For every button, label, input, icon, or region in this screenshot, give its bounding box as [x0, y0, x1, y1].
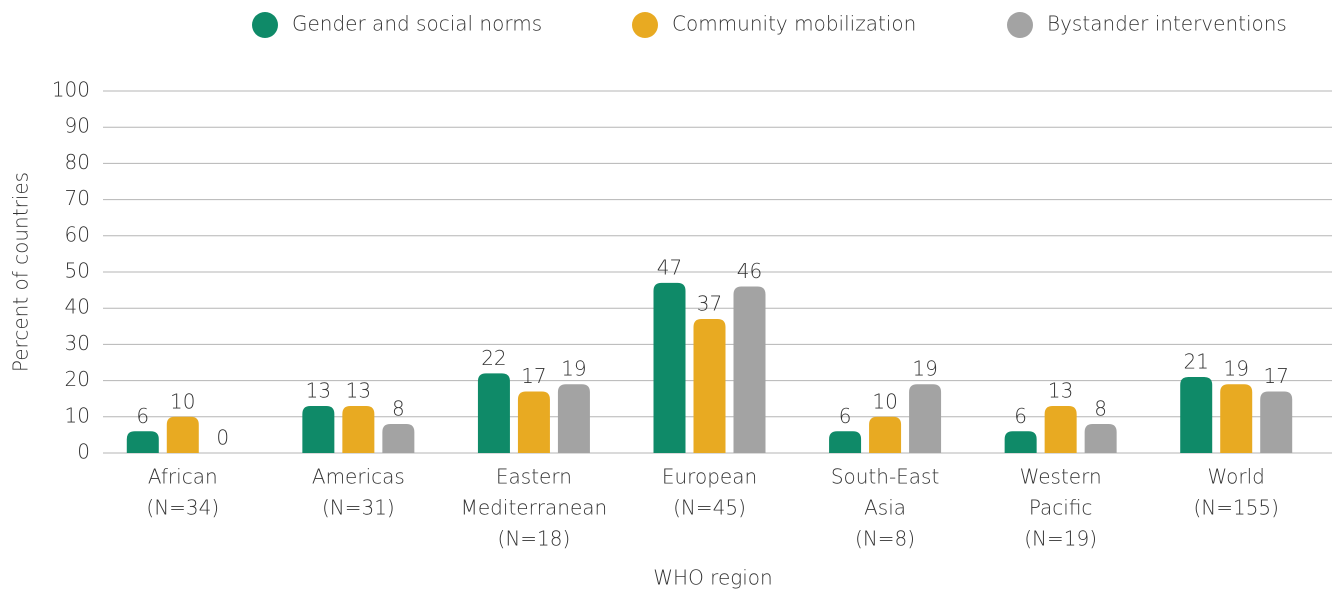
- bar: [1180, 376, 1213, 453]
- data-label: 13: [306, 378, 331, 402]
- data-label: 19: [561, 357, 586, 381]
- x-tick-label: European: [662, 465, 757, 489]
- data-label: 6: [1014, 404, 1027, 428]
- x-tick-label: (N=18): [498, 527, 571, 551]
- y-tick-label: 70: [65, 186, 90, 210]
- bar: [909, 384, 942, 453]
- bar: [869, 416, 902, 453]
- y-tick-label: 50: [65, 259, 90, 283]
- data-label: 0: [216, 426, 229, 450]
- data-label: 19: [1223, 357, 1248, 381]
- bar: [1004, 431, 1037, 453]
- x-tick-label: Eastern: [496, 465, 572, 489]
- y-tick-label: 0: [77, 440, 90, 464]
- x-tick-label: (N=45): [673, 496, 746, 520]
- data-label: 6: [839, 404, 852, 428]
- bar: [1084, 424, 1117, 453]
- x-tick-label: African: [148, 465, 218, 489]
- x-axis-title: WHO region: [653, 566, 772, 590]
- data-label: 47: [657, 255, 682, 279]
- data-label: 37: [697, 292, 722, 316]
- y-tick-label: 20: [65, 367, 90, 391]
- bar: [302, 405, 335, 453]
- bar: [1260, 391, 1293, 453]
- data-label: 21: [1183, 349, 1208, 373]
- x-tick-label: (N=31): [322, 496, 395, 520]
- bar: [517, 391, 550, 453]
- y-tick-label: 60: [65, 222, 90, 246]
- data-label: 8: [392, 397, 405, 421]
- y-tick-label: 80: [65, 150, 90, 174]
- bar: [557, 384, 590, 453]
- data-label: 13: [1048, 378, 1073, 402]
- x-tick-label: Americas: [312, 465, 405, 489]
- y-tick-label: 10: [65, 403, 90, 427]
- data-label: 8: [1094, 397, 1107, 421]
- bar: [342, 405, 375, 453]
- data-label: 22: [481, 346, 506, 370]
- legend-label: Bystander interventions: [1047, 12, 1287, 36]
- x-tick-label: Western: [1020, 465, 1102, 489]
- data-label: 10: [170, 389, 195, 413]
- x-tick-label: Asia: [864, 496, 906, 520]
- y-tick-label: 100: [52, 78, 90, 102]
- bar: [166, 416, 199, 453]
- bar: [733, 286, 766, 453]
- x-tick-label: World: [1208, 465, 1265, 489]
- x-tick-label: South-East: [831, 465, 940, 489]
- y-tick-label: 40: [65, 295, 90, 319]
- data-label: 6: [136, 404, 149, 428]
- data-label: 17: [1263, 364, 1288, 388]
- data-label: 13: [346, 378, 371, 402]
- bar: [1044, 405, 1077, 453]
- y-tick-label: 30: [65, 331, 90, 355]
- legend-swatch: [1007, 12, 1033, 38]
- bar: [693, 319, 726, 453]
- data-label: 17: [521, 364, 546, 388]
- bar: [126, 431, 159, 453]
- bar: [653, 282, 686, 453]
- bar: [1220, 384, 1253, 453]
- x-tick-label: (N=34): [146, 496, 219, 520]
- x-tick-label: (N=8): [855, 527, 915, 551]
- y-axis-title: Percent of countries: [9, 172, 33, 372]
- data-label: 46: [737, 259, 762, 283]
- x-tick-label: (N=155): [1193, 496, 1279, 520]
- bar: [829, 431, 862, 453]
- data-label: 19: [912, 357, 937, 381]
- x-tick-label: Pacific: [1029, 496, 1093, 520]
- legend-label: Community mobilization: [672, 12, 916, 36]
- legend-swatch: [252, 12, 278, 38]
- x-tick-label: Mediterranean: [461, 496, 608, 520]
- bar: [477, 373, 510, 453]
- y-tick-label: 90: [65, 114, 90, 138]
- data-label: 10: [872, 389, 897, 413]
- legend-swatch: [632, 12, 658, 38]
- bar: [382, 424, 415, 453]
- legend-label: Gender and social norms: [292, 12, 542, 36]
- x-tick-label: (N=19): [1024, 527, 1097, 551]
